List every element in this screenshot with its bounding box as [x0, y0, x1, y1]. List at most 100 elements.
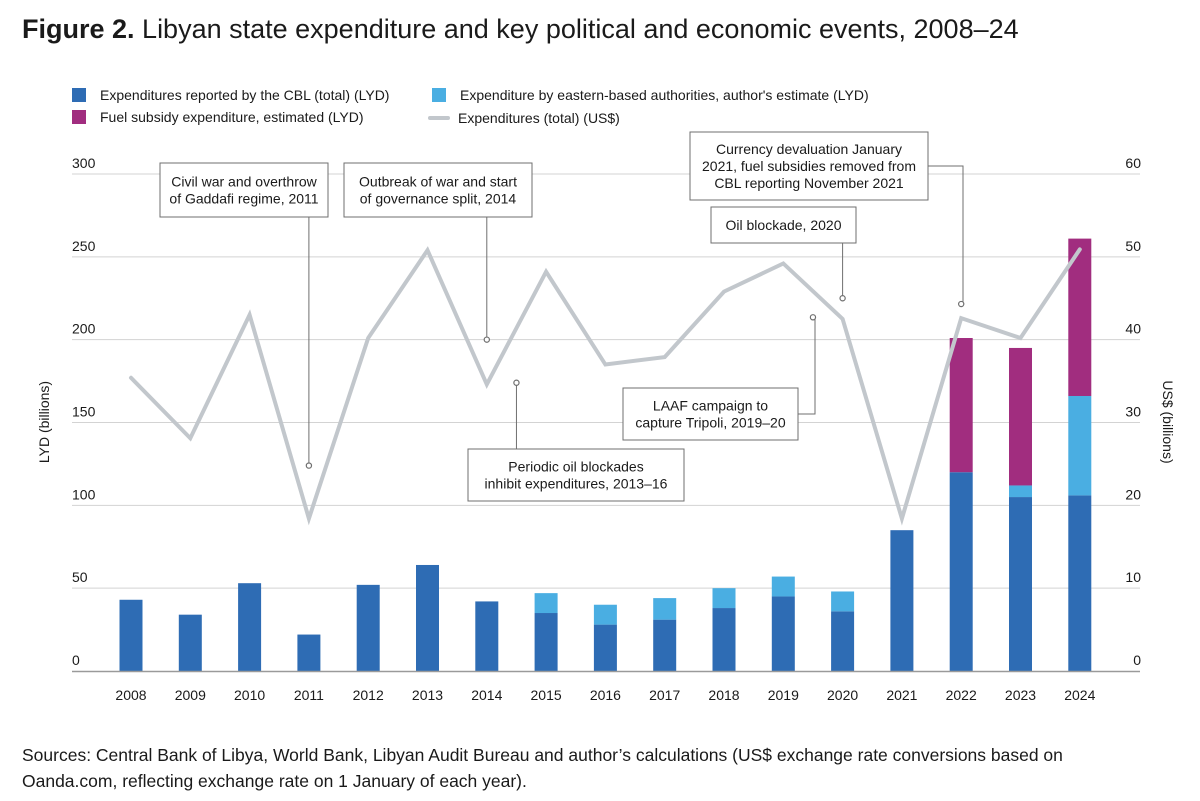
- annotation-box: [689, 131, 929, 201]
- annotation-text: capture Tripoli, 2019–20: [635, 415, 785, 431]
- y-tick-label: 150: [72, 404, 96, 420]
- bar-cbl: [831, 611, 855, 671]
- bar-eastern: [653, 598, 677, 620]
- annotation-dot: [958, 300, 965, 308]
- annotation-text: 2021, fuel subsidies removed from: [702, 158, 916, 174]
- annotation-leader: [798, 317, 816, 415]
- x-tick-label: 2015: [531, 687, 562, 703]
- x-tick-label: 2009: [175, 687, 206, 703]
- legend-label-eastern: Expenditure by eastern-based authorities…: [460, 87, 869, 103]
- legend-label-cbl: Expenditures reported by the CBL (total)…: [100, 87, 390, 103]
- bar-cbl: [475, 601, 499, 671]
- bar-cbl: [890, 530, 914, 671]
- x-tick-label: 2018: [708, 687, 739, 703]
- x-tick-label: 2017: [649, 687, 680, 703]
- bar-eastern: [1068, 395, 1092, 496]
- annotation-text: Currency devaluation January: [716, 141, 902, 157]
- bar-eastern: [831, 591, 855, 612]
- bar-eastern: [534, 593, 558, 614]
- bar-cbl: [534, 613, 558, 671]
- legend-fuel: Fuel subsidy expenditure, estimated (LYD…: [72, 109, 364, 125]
- annotation-dot: [513, 379, 520, 386]
- usd-line-path: [129, 246, 1082, 526]
- bar-eastern: [1009, 485, 1032, 498]
- bar-cbl: [178, 614, 202, 671]
- bar-cbl: [712, 608, 736, 671]
- source-note: Sources: Central Bank of Libya, World Ba…: [22, 745, 1063, 791]
- x-tick-label: 2012: [353, 687, 384, 703]
- figure-title: Figure 2. Libyan state expenditure and k…: [22, 14, 1019, 45]
- x-tick-label: 2021: [886, 687, 917, 703]
- y-tick-label: 0: [72, 652, 80, 668]
- x-tick-label: 2019: [768, 687, 799, 703]
- y2-tick-label: 40: [1125, 321, 1141, 337]
- bar-eastern: [771, 576, 795, 597]
- figure-label: Figure 2.: [22, 14, 135, 44]
- bars: [119, 238, 1092, 671]
- legend-cbl: Expenditures reported by the CBL (total)…: [72, 87, 389, 103]
- x-tick-label: 2022: [946, 687, 977, 703]
- legend-label-fuel: Fuel subsidy expenditure, estimated (LYD…: [100, 109, 364, 125]
- y2-tick-label: 50: [1125, 238, 1141, 254]
- annotation-box: [710, 206, 857, 244]
- figure-title-text: Libyan state expenditure and key politic…: [142, 14, 1019, 44]
- annotation-text: Periodic oil blockades: [508, 459, 643, 475]
- x-tick-label: 2020: [827, 687, 858, 703]
- bar-cbl: [416, 564, 439, 671]
- annotation-text: inhibit expenditures, 2013–16: [485, 476, 668, 492]
- x-tick-label: 2008: [115, 687, 146, 703]
- legend-swatch-fuel: [72, 110, 86, 124]
- x-axis: 2008 2009 2010 2011 2012 2013 2014 2015 2016 2017…: [72, 670, 1140, 703]
- y-tick-label: 250: [72, 238, 96, 254]
- right-axis: 0 10 20 30 40 50 60: [1125, 155, 1141, 668]
- x-tick-label: 2014: [471, 687, 502, 703]
- annotation-text: Civil war and overthrow: [171, 174, 317, 190]
- bar-cbl: [771, 596, 795, 671]
- annotation-leader: [928, 165, 964, 305]
- y-tick-label: 50: [72, 569, 88, 585]
- bar-fuel: [1068, 238, 1092, 396]
- legend-line-usd: [428, 116, 450, 120]
- y-tick-label: 200: [72, 321, 96, 337]
- annotation-dot: [809, 314, 817, 321]
- bar-cbl: [238, 583, 262, 671]
- legend-eastern: Expenditure by eastern-based authorities…: [432, 87, 869, 103]
- y-tick-label: 300: [72, 155, 96, 171]
- x-tick-label: 2010: [234, 687, 265, 703]
- left-axis: 0 50 100 150 200 250 300: [72, 155, 96, 668]
- chart-area: 0 50 100 150 200 250 300 0 10 20 30 40 50 60 Civil w…: [36, 131, 1176, 703]
- gridlines: [72, 173, 1140, 589]
- annotation-text: LAAF campaign to: [653, 398, 768, 414]
- annotation-text: CBL reporting November 2021: [714, 175, 904, 191]
- annotation-box: [622, 387, 799, 441]
- annotation-box: [159, 162, 329, 218]
- annotation-dot: [483, 336, 490, 343]
- x-tick-label: 2011: [294, 687, 324, 703]
- x-tick-label: 2024: [1064, 687, 1095, 703]
- annotation-dot: [305, 462, 313, 469]
- legend-usd: Expenditures (total) (US$): [428, 110, 620, 126]
- x-tick-label: 2016: [590, 687, 621, 703]
- annotation-text: of Gaddafi regime, 2011: [169, 191, 318, 207]
- annotation-dot: [839, 295, 846, 302]
- bar-fuel: [1009, 347, 1032, 486]
- legend-label-usd: Expenditures (total) (US$): [458, 110, 620, 126]
- bar-cbl: [356, 584, 380, 671]
- annotation-text: Outbreak of war and start: [359, 174, 517, 190]
- bar-cbl: [297, 634, 321, 671]
- annotation-box: [467, 448, 685, 502]
- x-tick-label: 2013: [412, 687, 443, 703]
- y-tick-label: 100: [72, 486, 96, 502]
- y2-tick-label: 20: [1125, 486, 1141, 502]
- bar-cbl: [119, 599, 143, 671]
- usd-line: [129, 246, 1082, 526]
- y-axis-label: LYD (billions): [36, 381, 52, 463]
- bar-fuel: [949, 338, 973, 473]
- y2-tick-label: 0: [1133, 652, 1141, 668]
- y2-axis-label: US$ (billions): [1160, 380, 1176, 463]
- x-tick-label: 2023: [1005, 687, 1036, 703]
- bar-cbl: [593, 624, 617, 671]
- annotation-box: [343, 162, 533, 218]
- bar-cbl: [1068, 495, 1092, 671]
